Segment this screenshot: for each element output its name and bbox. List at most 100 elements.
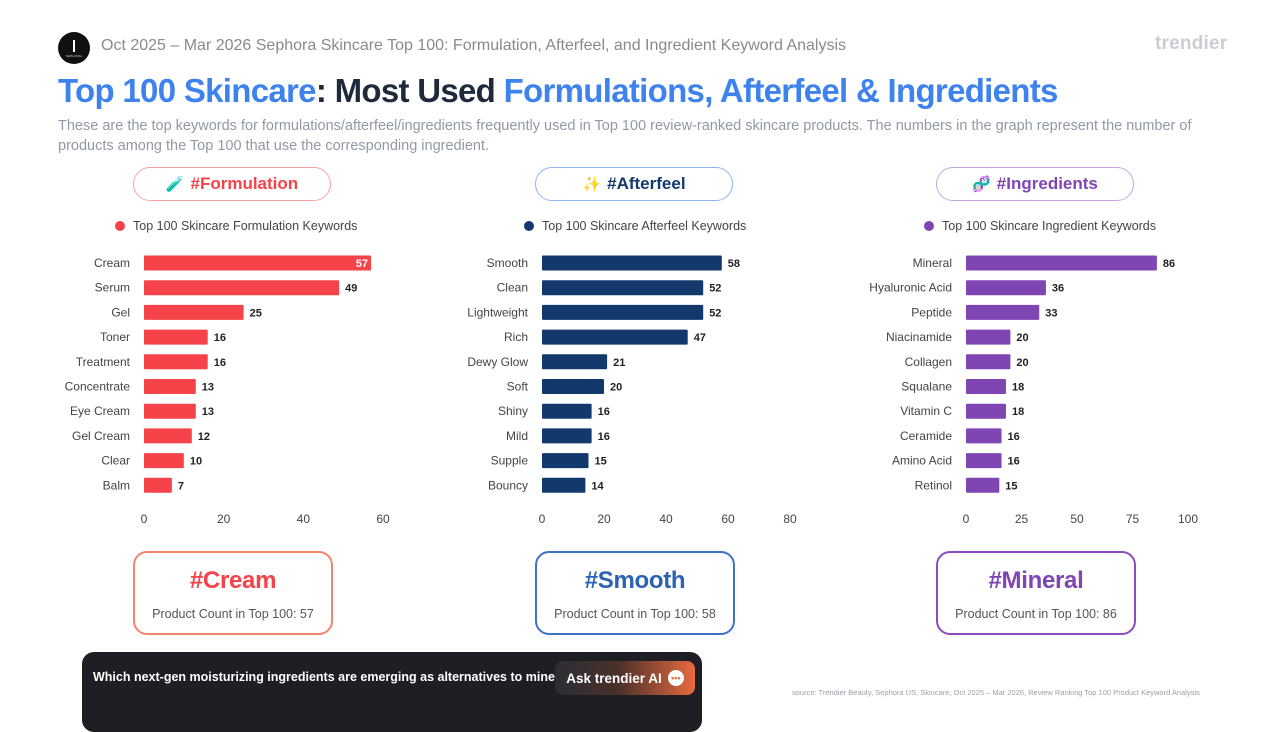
x-tick-label: 0 — [539, 512, 546, 526]
category-label: Concentrate — [65, 380, 131, 394]
chat-bubble-icon: ••• — [667, 670, 684, 686]
bar — [966, 477, 1000, 493]
legend-label: Top 100 Skincare Formulation Keywords — [133, 219, 358, 233]
bar — [542, 453, 589, 469]
legend-dot — [524, 221, 534, 231]
category-label: Dewy Glow — [467, 355, 528, 369]
legend-dot — [924, 221, 934, 231]
x-tick-label: 100 — [1178, 512, 1198, 526]
x-tick-label: 0 — [141, 512, 148, 526]
formulation-pill: 🧪 #Formulation — [133, 167, 331, 201]
bar — [966, 453, 1002, 469]
category-label: Toner — [100, 330, 130, 344]
value-label: 47 — [694, 332, 706, 344]
value-label: 58 — [728, 258, 740, 270]
top-ingredient-card: #Mineral Product Count in Top 100: 86 — [936, 551, 1136, 635]
bar — [144, 477, 172, 493]
category-label: Mineral — [913, 256, 952, 270]
formulation-bar-chart: Cream 57 Serum 49 Gel 25 Toner 16 Treatment 16 Con… — [65, 255, 390, 526]
bar — [966, 428, 1002, 444]
category-label: Mild — [506, 429, 528, 443]
logo-text: SEPHORA — [65, 54, 83, 58]
value-label: 13 — [202, 406, 214, 418]
ask-trendier-ai-button[interactable]: Ask trendier AI ••• — [555, 661, 695, 695]
category-label: Hyaluronic Acid — [869, 281, 952, 295]
category-label: Shiny — [498, 404, 528, 418]
sparkles-icon: ✨ — [582, 176, 602, 193]
ask-ai-question[interactable]: Which next-gen moisturizing ingredients … — [93, 670, 578, 684]
bar — [144, 354, 208, 370]
bar — [542, 379, 604, 394]
title-part-1: Top 100 Skincare — [58, 72, 317, 109]
top-formulation-card: #Cream Product Count in Top 100: 57 — [133, 551, 333, 635]
bar — [144, 329, 208, 345]
category-label: Peptide — [911, 305, 952, 319]
category-label: Gel — [111, 305, 130, 319]
value-label: 7 — [178, 480, 184, 492]
report-header: Oct 2025 – Mar 2026 Sephora Skincare Top… — [101, 37, 847, 54]
bar — [144, 379, 196, 394]
legend-dot — [115, 221, 125, 231]
value-label: 86 — [1163, 258, 1175, 270]
value-label: 52 — [709, 283, 721, 295]
value-label: 12 — [198, 431, 210, 443]
afterfeel-bar-chart: Smooth 58 Clean 52 Lightweight 52 Rich 47 Dewy G… — [467, 255, 797, 526]
bar — [144, 453, 184, 469]
top-formulation-title: #Cream — [189, 567, 277, 594]
sephora-logo: SEPHORA — [58, 32, 90, 64]
bar — [966, 379, 1006, 394]
bar — [542, 477, 586, 493]
title-part-3: Formulations, Afterfeel & Ingredients — [503, 72, 1059, 109]
bar — [966, 304, 1040, 320]
ingredients-bar-chart: Mineral 86 Hyaluronic Acid 36 Peptide 33 Niaci… — [869, 255, 1198, 526]
bar — [966, 329, 1011, 345]
test-tube-icon: 🧪 — [165, 176, 185, 193]
x-tick-label: 75 — [1126, 512, 1140, 526]
ingredients-pill-label: #Ingredients — [996, 174, 1098, 193]
x-tick-label: 50 — [1070, 512, 1084, 526]
bar — [144, 255, 372, 271]
value-label: 16 — [214, 357, 226, 369]
category-label: Cream — [94, 256, 130, 270]
value-label: 52 — [709, 307, 721, 319]
legend-label: Top 100 Skincare Afterfeel Keywords — [542, 219, 747, 233]
bar — [542, 329, 688, 345]
bar — [144, 403, 196, 419]
bar — [542, 403, 592, 419]
value-label: 25 — [250, 307, 262, 319]
category-label: Serum — [95, 281, 130, 295]
top-afterfeel-title: #Smooth — [584, 567, 686, 594]
value-label: 20 — [1016, 332, 1028, 344]
x-tick-label: 20 — [597, 512, 611, 526]
category-label: Amino Acid — [892, 454, 952, 468]
value-label: 33 — [1045, 307, 1057, 319]
page-title: Top 100 Skincare: Most Used Formulations… — [58, 72, 1058, 110]
formulation-legend: Top 100 Skincare Formulation Keywords — [115, 219, 357, 233]
x-tick-label: 60 — [721, 512, 735, 526]
value-label: 16 — [598, 431, 610, 443]
bar — [966, 280, 1046, 296]
category-label: Soft — [507, 380, 529, 394]
ingredients-legend: Top 100 Skincare Ingredient Keywords — [924, 219, 1156, 233]
x-tick-label: 80 — [783, 512, 797, 526]
value-label: 13 — [202, 382, 214, 394]
bar — [542, 304, 704, 320]
category-label: Ceramide — [900, 429, 952, 443]
top-formulation-count: Product Count in Top 100: 57 — [152, 607, 314, 621]
afterfeel-pill-label: #Afterfeel — [607, 174, 686, 193]
bar — [966, 403, 1006, 419]
value-label: 15 — [595, 456, 607, 468]
bar — [144, 280, 340, 296]
bar — [542, 280, 704, 296]
value-label: 15 — [1005, 480, 1017, 492]
afterfeel-legend: Top 100 Skincare Afterfeel Keywords — [524, 219, 746, 233]
afterfeel-pill: ✨ #Afterfeel — [535, 167, 733, 201]
value-label: 20 — [1016, 357, 1028, 369]
bar — [542, 428, 592, 444]
bar — [966, 255, 1157, 271]
x-tick-label: 40 — [659, 512, 673, 526]
bar — [966, 354, 1011, 370]
value-label: 49 — [345, 283, 357, 295]
category-label: Squalane — [901, 380, 952, 394]
bar — [144, 304, 244, 320]
